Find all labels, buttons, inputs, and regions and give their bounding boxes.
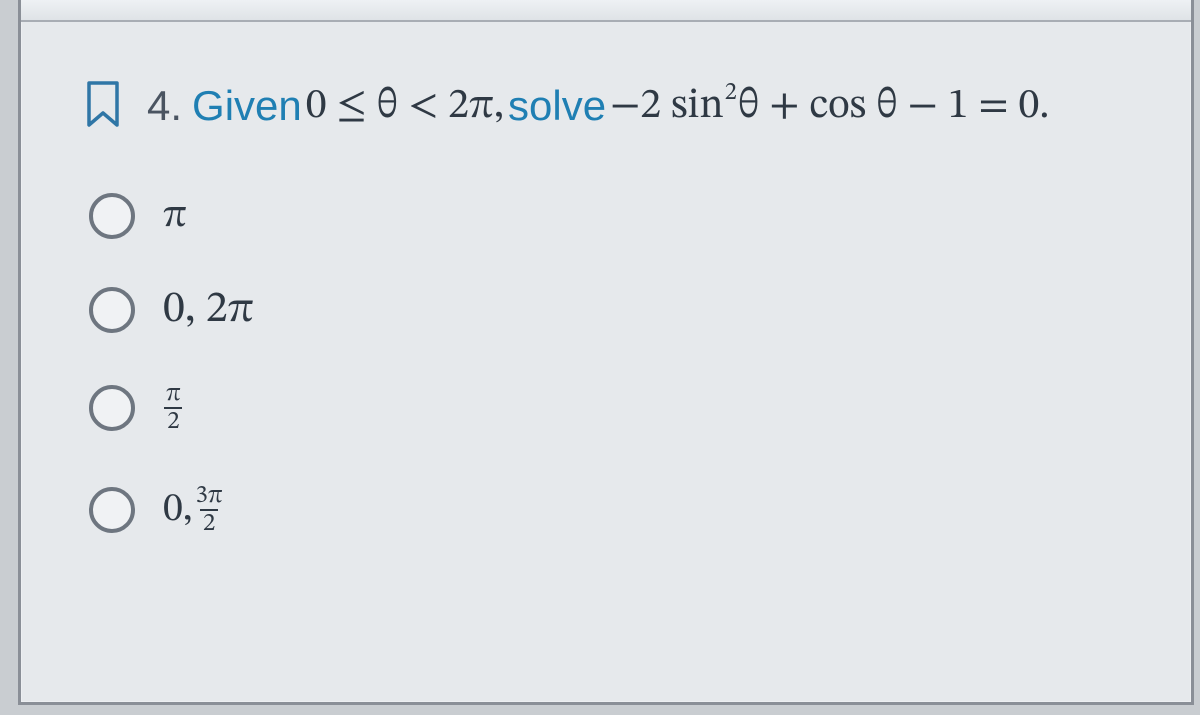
range-math: 0 ≤ θ < 2π, xyxy=(306,78,504,135)
equation-math: −2 sin2 θ + cos θ − 1 = 0. xyxy=(610,78,1050,135)
option-d-label: 0, 3π 2 xyxy=(163,483,226,537)
option-b[interactable]: 0, 2π xyxy=(89,287,1143,333)
options-list: π 0, 2π π 2 0, xyxy=(89,193,1143,537)
fraction-denominator: 2 xyxy=(200,509,218,537)
eq-exponent: 2 xyxy=(725,77,737,110)
eq-mid: θ + cos θ − 1 = 0. xyxy=(738,78,1050,135)
given-word: Given xyxy=(192,78,302,135)
radio-icon xyxy=(89,287,135,333)
panel-top-strip xyxy=(21,0,1191,22)
option-b-label: 0, 2π xyxy=(163,288,254,332)
fraction: 3π 2 xyxy=(193,483,226,537)
question-number: 4. xyxy=(147,78,182,135)
bookmark-icon xyxy=(83,79,123,129)
option-d-lead: 0, xyxy=(163,490,193,530)
eq-lead: −2 sin xyxy=(610,78,724,135)
fraction-denominator: 2 xyxy=(164,407,182,435)
radio-icon xyxy=(89,487,135,533)
radio-icon xyxy=(89,193,135,239)
fraction-numerator: π xyxy=(163,381,184,407)
option-c[interactable]: π 2 xyxy=(89,381,1143,435)
option-c-label: π 2 xyxy=(163,381,184,435)
fraction: π 2 xyxy=(163,381,184,435)
question-text: 4. Given 0 ≤ θ < 2π, solve −2 sin2 θ + c… xyxy=(147,78,1050,135)
option-a[interactable]: π xyxy=(89,193,1143,239)
question-content: 4. Given 0 ≤ θ < 2π, solve −2 sin2 θ + c… xyxy=(21,22,1191,577)
question-panel: 4. Given 0 ≤ θ < 2π, solve −2 sin2 θ + c… xyxy=(18,0,1194,705)
question-row: 4. Given 0 ≤ θ < 2π, solve −2 sin2 θ + c… xyxy=(81,78,1143,135)
radio-icon xyxy=(89,385,135,431)
bookmark-button[interactable] xyxy=(81,78,125,130)
solve-word: solve xyxy=(508,78,606,135)
option-d[interactable]: 0, 3π 2 xyxy=(89,483,1143,537)
option-a-label: π xyxy=(163,196,187,236)
fraction-numerator: 3π xyxy=(193,483,226,509)
